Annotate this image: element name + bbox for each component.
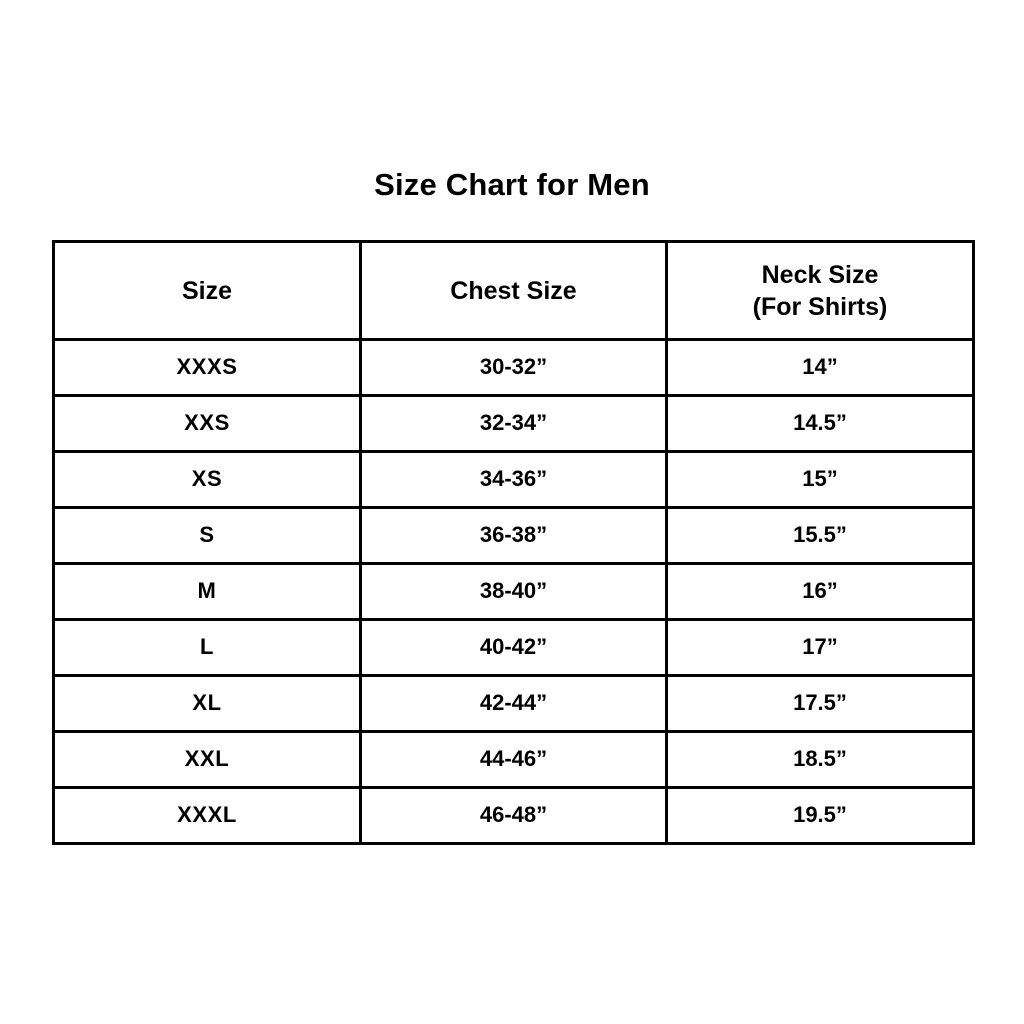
cell-size: S (52, 506, 362, 565)
cell-chest: 44-46” (359, 730, 668, 789)
table-row: XS 34-36” 15” (52, 450, 975, 509)
column-header-neck-size: Neck Size (For Shirts) (665, 240, 975, 341)
table-row: L 40-42” 17” (52, 618, 975, 677)
column-header-chest-size: Chest Size (359, 240, 668, 341)
cell-neck: 17.5” (665, 674, 975, 733)
cell-neck: 15” (665, 450, 975, 509)
table-header-row: Size Chest Size Neck Size (For Shirts) (52, 240, 975, 341)
cell-size: XXS (52, 394, 362, 453)
column-header-size: Size (52, 240, 362, 341)
cell-neck: 14.5” (665, 394, 975, 453)
table-row: XXL 44-46” 18.5” (52, 730, 975, 789)
table-row: XXXS 30-32” 14” (52, 338, 975, 397)
cell-neck: 19.5” (665, 786, 975, 845)
cell-chest: 42-44” (359, 674, 668, 733)
cell-size: XS (52, 450, 362, 509)
cell-chest: 34-36” (359, 450, 668, 509)
cell-chest: 36-38” (359, 506, 668, 565)
cell-size: XXXL (52, 786, 362, 845)
cell-size: XXL (52, 730, 362, 789)
table-row: M 38-40” 16” (52, 562, 975, 621)
cell-neck: 16” (665, 562, 975, 621)
column-header-neck-size-sublabel: (For Shirts) (752, 292, 888, 321)
cell-size: M (52, 562, 362, 621)
table-row: XL 42-44” 17.5” (52, 674, 975, 733)
size-chart-table: Size Chest Size Neck Size (For Shirts) X… (52, 240, 975, 845)
table-row: XXXL 46-48” 19.5” (52, 786, 975, 845)
table-header: Size Chest Size Neck Size (For Shirts) (52, 240, 975, 341)
cell-chest: 40-42” (359, 618, 668, 677)
table-row: S 36-38” 15.5” (52, 506, 975, 565)
cell-neck: 17” (665, 618, 975, 677)
cell-size: XL (52, 674, 362, 733)
cell-chest: 32-34” (359, 394, 668, 453)
cell-chest: 46-48” (359, 786, 668, 845)
table-row: XXS 32-34” 14.5” (52, 394, 975, 453)
cell-chest: 38-40” (359, 562, 668, 621)
column-header-size-label: Size (181, 276, 233, 305)
cell-neck: 14” (665, 338, 975, 397)
column-header-chest-size-label: Chest Size (450, 276, 577, 305)
cell-chest: 30-32” (359, 338, 668, 397)
cell-size: L (52, 618, 362, 677)
table-body: XXXS 30-32” 14” XXS 32-34” 14.5” XS 34-3… (52, 338, 975, 845)
cell-size: XXXS (52, 338, 362, 397)
column-header-neck-size-label: Neck Size (761, 260, 879, 289)
cell-neck: 15.5” (665, 506, 975, 565)
cell-neck: 18.5” (665, 730, 975, 789)
page-title: Size Chart for Men (374, 167, 650, 202)
